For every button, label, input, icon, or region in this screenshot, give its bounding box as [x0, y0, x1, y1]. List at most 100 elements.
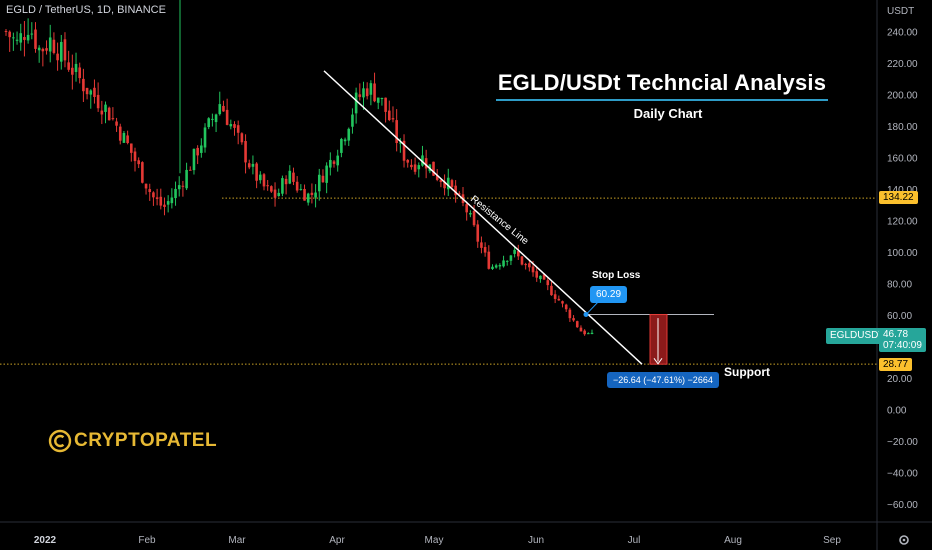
candle-body: [26, 34, 30, 41]
currency-label: USDT: [887, 6, 914, 17]
candle-body: [516, 251, 520, 257]
candle-body: [336, 155, 339, 166]
measure-arrowhead: [653, 358, 663, 365]
candle-body: [432, 161, 435, 176]
candle-body: [494, 265, 498, 268]
candle-body: [203, 127, 207, 148]
candle-body: [115, 121, 118, 126]
candle-body: [141, 162, 144, 183]
candle-body: [491, 266, 494, 270]
candle-body: [509, 255, 513, 261]
candle-body: [59, 41, 63, 62]
countdown: 07:40:09: [883, 340, 922, 351]
candle-body: [575, 321, 579, 328]
symbol-tag: EGLDUSDT: [826, 328, 889, 344]
price-tick-label: 80.00: [887, 280, 912, 291]
candle-body: [144, 183, 148, 189]
last-price: 46.78: [883, 329, 909, 340]
candle-body: [373, 83, 376, 102]
candle-body: [583, 330, 586, 335]
candle-body: [277, 192, 281, 196]
candle-body: [281, 178, 284, 194]
support-label: Support: [724, 365, 770, 379]
price-tick-label: 140.00: [887, 185, 918, 196]
candle-body: [295, 181, 299, 191]
price-tick-label: 20.00: [887, 374, 912, 385]
candle-body: [133, 151, 137, 162]
candle-body: [535, 271, 539, 278]
candle-body: [85, 87, 89, 95]
time-tick-label: 2022: [34, 535, 57, 546]
candle-body: [78, 67, 82, 79]
candle-body: [273, 189, 277, 198]
candle-body: [443, 181, 446, 189]
candle-body: [196, 147, 199, 156]
candle-body: [34, 29, 37, 49]
candle-body: [458, 193, 461, 195]
candle-body: [450, 180, 454, 187]
candle-body: [229, 124, 233, 127]
candle-body: [454, 185, 457, 196]
candle-body: [45, 48, 48, 51]
candle-body: [406, 159, 410, 163]
cryptopatel-logo: CRYPTOPATEL: [48, 429, 217, 453]
candle-body: [568, 309, 572, 319]
candle-body: [255, 163, 258, 181]
candle-body: [163, 204, 166, 207]
candle-body: [211, 118, 214, 120]
candle-body: [561, 301, 564, 304]
candle-body: [56, 53, 59, 61]
candle-body: [384, 97, 387, 112]
candle-body: [8, 31, 11, 38]
candle-body: [52, 39, 56, 53]
candle-body: [487, 251, 491, 269]
candle-body: [222, 105, 225, 112]
price-tick-label: 60.00: [887, 311, 912, 322]
candle-body: [476, 224, 480, 242]
candle-body: [299, 188, 303, 190]
candle-body: [303, 188, 306, 201]
candle-body: [233, 124, 236, 128]
price-tick-label: −40.00: [887, 469, 918, 480]
candle-body: [67, 62, 70, 70]
candle-body: [410, 164, 413, 168]
candle-body: [480, 242, 483, 248]
candle-body: [292, 172, 295, 182]
candle-body: [225, 109, 229, 125]
candle-body: [4, 30, 8, 32]
candle-body: [181, 185, 185, 187]
measure-callout[interactable]: −26.64 (−47.61%) −2664: [607, 372, 719, 388]
candle-body: [200, 145, 203, 153]
candlestick-series: [4, 0, 594, 336]
candle-body: [118, 126, 122, 141]
candle-body: [74, 63, 78, 73]
candle-body: [192, 148, 196, 171]
candle-body: [572, 318, 575, 321]
time-tick-label: Feb: [138, 535, 156, 546]
time-tick-label: Mar: [228, 535, 246, 546]
stop-loss-value[interactable]: 60.29: [590, 286, 628, 303]
candle-body: [19, 33, 23, 43]
price-tick-label: 180.00: [887, 122, 918, 133]
candle-body: [362, 88, 365, 98]
candle-body: [259, 174, 262, 181]
time-tick-label: Aug: [724, 535, 742, 546]
price-tick-label: 0.00: [887, 406, 907, 417]
price-tick-label: −20.00: [887, 437, 918, 448]
candle-body: [391, 118, 395, 120]
price-tick-label: −60.00: [887, 500, 918, 511]
logo-text: CRYPTOPATEL: [74, 430, 218, 451]
candle-body: [288, 170, 292, 184]
candle-body: [93, 87, 96, 97]
candle-body: [417, 165, 421, 170]
candle-body: [590, 332, 594, 334]
candle-body: [513, 249, 516, 254]
candle-body: [399, 142, 402, 144]
candle-body: [251, 163, 255, 167]
candle-body: [63, 39, 67, 61]
candle-body: [96, 94, 100, 109]
candle-body: [528, 263, 531, 268]
last-price-tag: 46.78 07:40:09: [879, 328, 926, 352]
